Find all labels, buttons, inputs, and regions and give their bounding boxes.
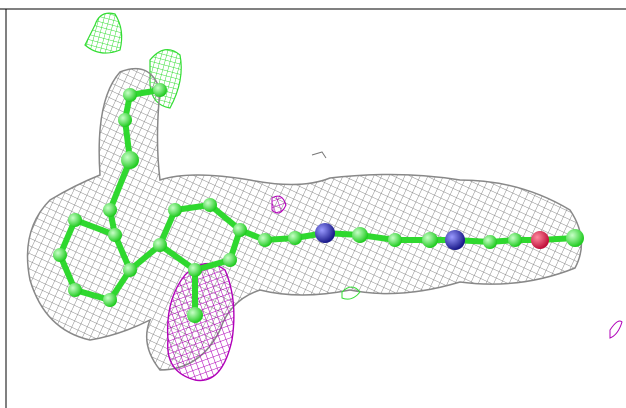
green-mesh-blob [341, 286, 361, 300]
magenta-mesh-blob [166, 262, 235, 382]
mesh-fragment [311, 151, 327, 159]
molecule-atoms [53, 83, 584, 323]
magenta-mesh-blob [271, 195, 287, 214]
green-mesh-blob [84, 12, 123, 54]
magenta-mesh-blob [609, 320, 623, 339]
gray-density-mesh [26, 67, 583, 371]
